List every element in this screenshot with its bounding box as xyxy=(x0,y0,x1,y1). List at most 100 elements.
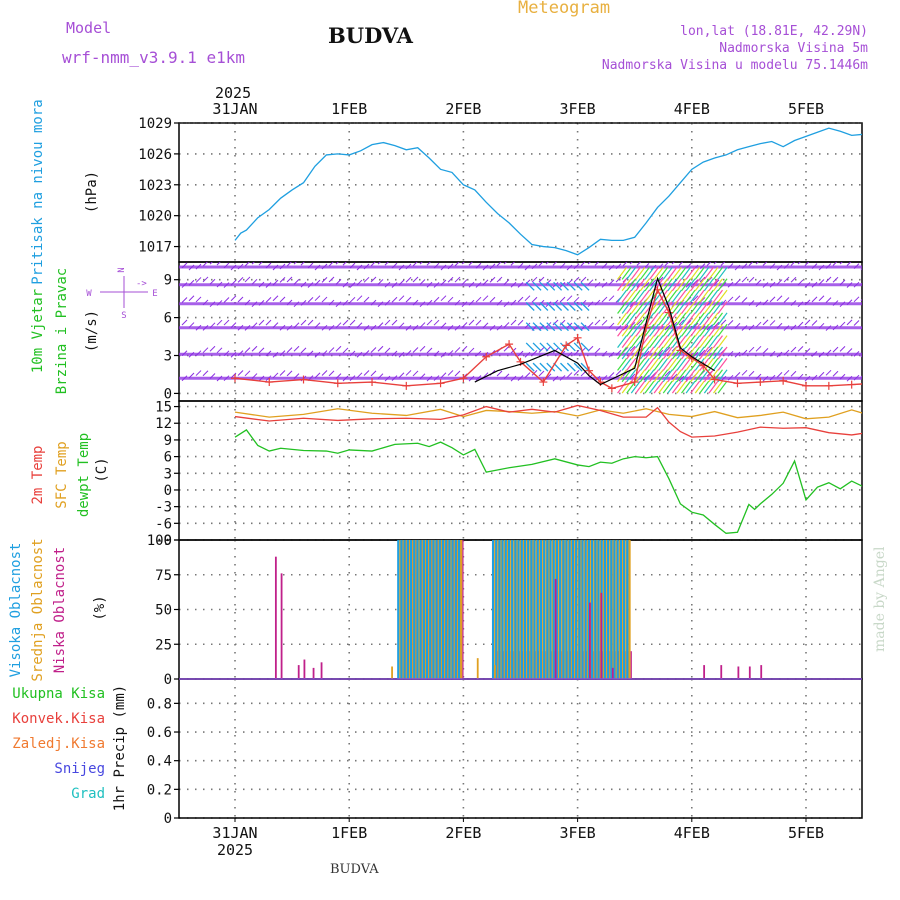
wind-barb xyxy=(391,262,398,269)
cloud-bar-high xyxy=(527,540,530,679)
wind-barb xyxy=(475,262,482,269)
wind-barb xyxy=(510,375,517,382)
wind-barb xyxy=(293,262,297,265)
wind-barb xyxy=(356,295,363,302)
wind-barb xyxy=(335,279,342,285)
wind-barb xyxy=(804,348,811,354)
wind-barb xyxy=(559,319,566,326)
wind-barb xyxy=(342,375,349,382)
wind-barb-strong xyxy=(635,301,646,314)
wind-barb xyxy=(510,262,515,266)
wind-barb xyxy=(489,325,496,331)
wind-barb-strong xyxy=(676,289,687,303)
wind-barb-strong xyxy=(617,267,628,280)
wind-barb-strong xyxy=(681,323,692,337)
wind-barb-strong xyxy=(649,335,660,348)
wind-barb-strong xyxy=(649,380,660,394)
wind-barb xyxy=(328,262,334,267)
wind-barb xyxy=(720,299,727,306)
wind-barb xyxy=(776,322,783,329)
wind-barb-strong xyxy=(626,357,637,371)
wind-barb xyxy=(181,282,188,288)
wind-barb xyxy=(531,370,538,376)
wind-barb-strong xyxy=(667,369,678,383)
cloud-bar-low xyxy=(720,665,723,679)
y-tick-label: 0.6 xyxy=(147,725,172,741)
wind-barb xyxy=(321,324,328,331)
wind-barb xyxy=(790,262,796,266)
wind-barb xyxy=(237,350,244,357)
wind-barb xyxy=(307,262,314,269)
wind-barb-strong xyxy=(662,278,673,292)
y-tick-label: 15 xyxy=(155,400,172,416)
wind-barb xyxy=(370,347,377,353)
wind-barb-strong xyxy=(699,312,710,326)
wind-barb xyxy=(300,319,307,326)
cloud-bar-high xyxy=(619,540,623,679)
wind-barb-strong xyxy=(639,289,650,303)
wind-barb xyxy=(692,322,699,329)
wind-barb-strong xyxy=(644,278,655,292)
wind-barb-moderate xyxy=(546,281,556,291)
series-sea-level-pressure xyxy=(234,127,862,256)
wind-barb-strong xyxy=(658,278,669,292)
wind-barb-strong xyxy=(653,335,664,348)
wind-barb xyxy=(839,373,846,380)
wind-barb-strong xyxy=(699,278,710,292)
wind-gust-marker xyxy=(505,340,514,349)
wind-barb xyxy=(342,262,347,266)
wind-barb xyxy=(629,373,636,380)
wind-barb xyxy=(853,281,860,288)
wind-barb xyxy=(748,370,755,377)
wind-barb-strong xyxy=(653,312,664,326)
cloud-bar-mid xyxy=(628,540,631,679)
wind-barb-strong xyxy=(676,380,687,394)
wind-barb xyxy=(426,299,433,306)
wind-barb xyxy=(755,373,762,380)
wind-barb-moderate xyxy=(573,362,583,372)
wind-barb xyxy=(475,350,482,357)
cloud-bar-high xyxy=(552,540,555,679)
wind-barb-strong xyxy=(676,323,687,337)
wind-barb xyxy=(419,301,426,308)
cloud-bar-high xyxy=(429,540,432,679)
wind-barb xyxy=(699,349,706,356)
wind-barb xyxy=(447,325,454,331)
wind-barb xyxy=(531,276,538,283)
cloud-axis-title-high: Visoka Oblacnost xyxy=(8,543,24,678)
cloud-bar-high xyxy=(432,540,435,679)
wind-barb xyxy=(258,262,263,266)
wind-barb xyxy=(314,322,321,329)
wind-barb xyxy=(265,282,272,288)
model-label: Model xyxy=(66,19,112,37)
series-wind-speed xyxy=(474,276,715,386)
wind-barb xyxy=(622,262,628,267)
wind-barb xyxy=(727,320,734,326)
wind-gust-marker xyxy=(871,379,879,387)
wind-barb-strong xyxy=(639,380,650,394)
y-tick-label: 6 xyxy=(164,450,172,466)
wind-barb-strong xyxy=(658,323,669,337)
wind-barb xyxy=(832,324,839,331)
cloud-bar-high xyxy=(568,540,571,679)
wind-barb xyxy=(860,268,862,271)
wind-barb xyxy=(811,296,818,303)
wind-barb-strong xyxy=(639,346,650,360)
wind-barb xyxy=(377,322,384,328)
cloud-bar-high xyxy=(514,540,517,679)
wind-barb-strong xyxy=(699,335,710,348)
wind-barb-strong xyxy=(690,301,701,314)
wind-barb-moderate xyxy=(525,322,535,332)
wind-barb-strong xyxy=(621,335,632,348)
wind-barb xyxy=(307,350,314,357)
wind-barb xyxy=(769,281,776,288)
cloud-bar-low xyxy=(280,573,283,679)
wind-barb-strong xyxy=(699,267,710,280)
wind-barb xyxy=(664,346,671,353)
wind-barb xyxy=(706,300,713,306)
wind-barb-strong xyxy=(653,369,664,383)
cloud-bar-low xyxy=(748,666,751,679)
wind-barb xyxy=(503,279,510,285)
wind-barb xyxy=(636,375,643,382)
compass-w: W xyxy=(86,289,92,299)
